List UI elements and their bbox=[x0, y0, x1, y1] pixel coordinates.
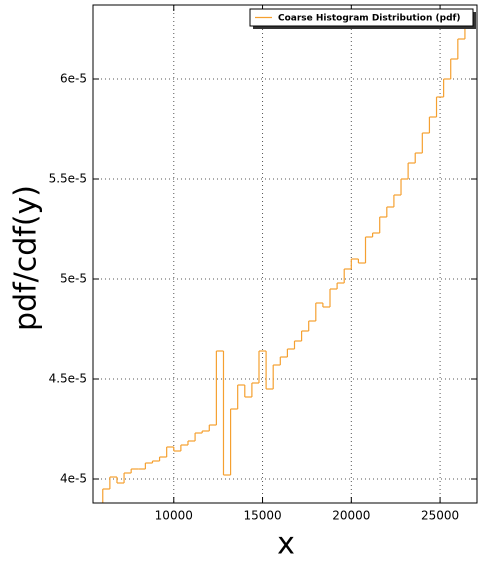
x-tick-label: 15000 bbox=[243, 509, 281, 523]
x-tick-label: 20000 bbox=[332, 509, 370, 523]
legend-box bbox=[249, 8, 474, 27]
y-tick-label: 5e-5 bbox=[60, 272, 87, 286]
legend-label: Coarse Histogram Distribution (pdf) bbox=[278, 14, 461, 24]
x-tick-label: 25000 bbox=[421, 509, 459, 523]
y-tick-label: 4e-5 bbox=[60, 472, 87, 486]
y-tick-label: 5.5e-5 bbox=[49, 172, 87, 186]
y-axis-label: pdf/cdf(y) bbox=[9, 185, 44, 331]
y-tick-label: 6e-5 bbox=[60, 72, 87, 86]
plot-frame bbox=[92, 4, 478, 504]
legend: Coarse Histogram Distribution (pdf) bbox=[249, 8, 476, 29]
y-tick-label: 4.5e-5 bbox=[49, 372, 87, 386]
x-tick-label: 10000 bbox=[155, 509, 193, 523]
x-axis-label: x bbox=[277, 527, 295, 562]
